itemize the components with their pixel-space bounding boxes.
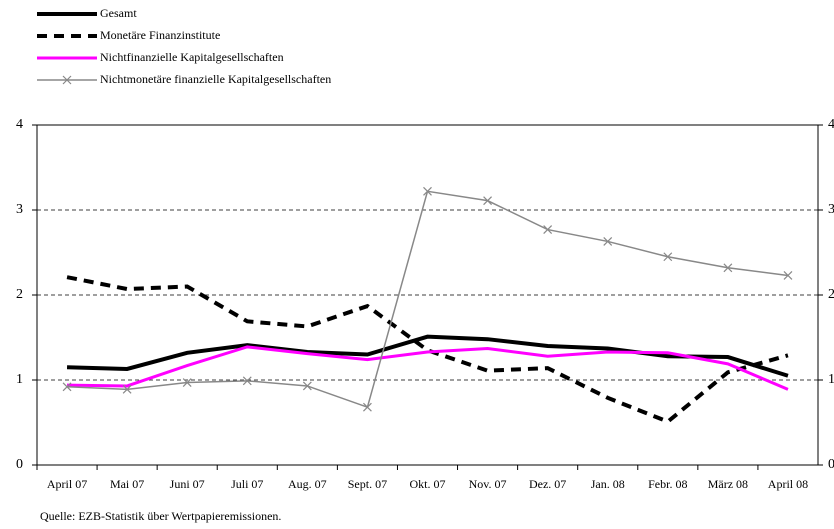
legend-label: Nichtfinanzielle Kapitalgesellschaften <box>100 50 284 64</box>
data-point <box>783 271 793 280</box>
x-tick-label: Juli 07 <box>231 477 263 491</box>
x-tick-label: März 08 <box>708 477 748 491</box>
y2-tick-label: 4 <box>828 117 834 132</box>
data-point <box>603 237 613 246</box>
x-tick-label: Sept. 07 <box>348 477 387 491</box>
data-point <box>723 263 733 273</box>
data-point <box>663 252 673 262</box>
y-tick-label: 4 <box>16 117 23 132</box>
series-line <box>67 190 789 409</box>
data-point <box>362 402 372 412</box>
legend-label: Nichtmonetäre finanzielle Kapitalgesells… <box>100 72 331 86</box>
x-tick-label: Nov. 07 <box>469 477 507 491</box>
x-tick-label: Jan. 08 <box>591 477 625 491</box>
data-point <box>423 186 432 196</box>
legend-label: Monetäre Finanzinstitute <box>100 28 220 42</box>
x-tick-label: Okt. 07 <box>410 477 446 491</box>
series-line <box>66 275 789 424</box>
data-point <box>242 376 252 386</box>
data-point <box>182 378 192 387</box>
data-point <box>62 382 72 392</box>
y2-tick-label: 2 <box>828 287 834 302</box>
data-point <box>302 381 312 391</box>
legend-label: Gesamt <box>100 6 137 20</box>
data-point <box>543 225 553 234</box>
y2-tick-label: 3 <box>828 202 834 217</box>
source-note: Quelle: EZB-Statistik über Wertpapieremi… <box>40 509 281 523</box>
data-point <box>122 384 132 394</box>
y-tick-label: 3 <box>16 202 23 217</box>
series-line <box>67 345 789 391</box>
x-tick-label: Febr. 08 <box>648 477 687 491</box>
y-tick-label: 1 <box>16 372 23 387</box>
y-tick-label: 2 <box>16 287 23 302</box>
x-tick-label: April 08 <box>768 477 808 491</box>
y-tick-label: 0 <box>16 457 23 472</box>
x-tick-label: Mai 07 <box>110 477 144 491</box>
y2-tick-label: 1 <box>828 372 834 387</box>
x-tick-label: Dez. 07 <box>529 477 566 491</box>
x-tick-label: Aug. 07 <box>288 477 327 491</box>
legend-marker <box>62 75 72 85</box>
y2-tick-label: 0 <box>828 457 834 472</box>
plot-frame <box>36 124 819 466</box>
x-tick-label: Juni 07 <box>170 477 205 491</box>
data-point <box>483 196 493 206</box>
x-tick-label: April 07 <box>47 477 87 491</box>
series-line <box>66 334 789 378</box>
